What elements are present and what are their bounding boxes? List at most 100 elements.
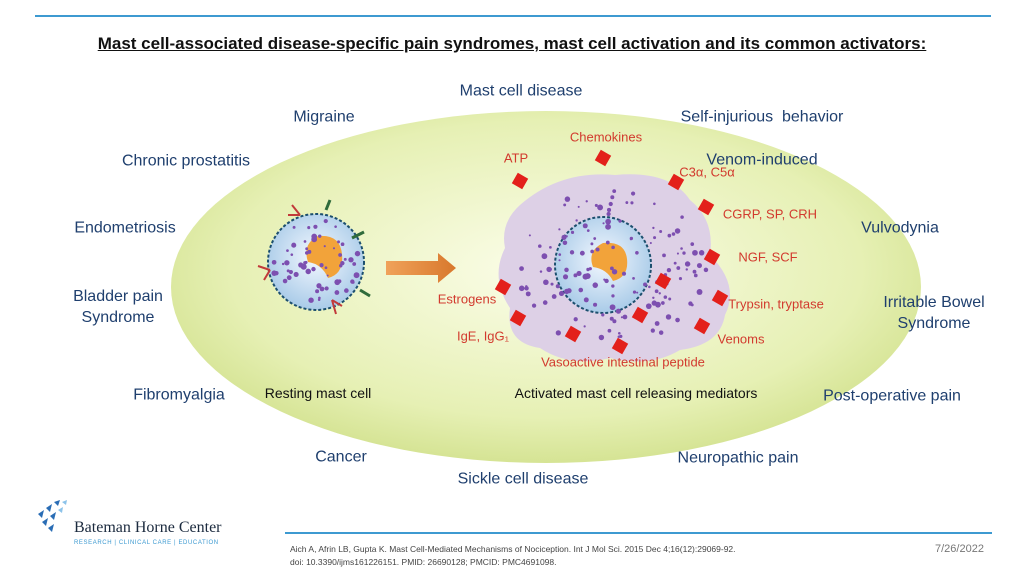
footer-rule bbox=[285, 532, 992, 534]
granule bbox=[604, 278, 609, 284]
resting-mast-cell bbox=[257, 199, 371, 315]
granule bbox=[353, 272, 360, 279]
syndrome-label: Sickle cell disease bbox=[457, 470, 589, 488]
granule bbox=[680, 215, 684, 219]
mediator-label: C3α, C5α bbox=[679, 164, 735, 180]
syndrome-label: Vulvodynia bbox=[861, 219, 939, 237]
granule bbox=[612, 189, 617, 193]
granule bbox=[290, 253, 294, 256]
granule bbox=[570, 230, 575, 234]
mediator-marker-icon bbox=[511, 172, 529, 190]
citation-line-2: doi: 10.3390/ijms161226151. PMID: 266901… bbox=[290, 557, 557, 567]
granule bbox=[611, 245, 615, 250]
granule bbox=[317, 298, 321, 302]
granule bbox=[649, 241, 652, 245]
granule bbox=[635, 250, 639, 255]
granule bbox=[586, 267, 590, 272]
granule bbox=[288, 269, 293, 275]
mediator-marker-icon bbox=[509, 309, 527, 327]
granule bbox=[318, 296, 321, 300]
granule bbox=[595, 247, 600, 252]
granule bbox=[344, 288, 349, 293]
syndrome-label: Migraine bbox=[293, 108, 355, 126]
granule bbox=[605, 240, 610, 245]
granule bbox=[592, 282, 599, 288]
granule bbox=[593, 237, 597, 240]
syndrome-label: Fibromyalgia bbox=[133, 386, 225, 404]
mediator-marker-icon bbox=[631, 306, 649, 324]
mediator-label: ATP bbox=[503, 150, 529, 166]
granule bbox=[281, 262, 285, 266]
granule bbox=[658, 330, 664, 335]
granule bbox=[696, 289, 703, 295]
granule bbox=[531, 303, 537, 308]
granule bbox=[319, 286, 325, 292]
granule bbox=[612, 319, 617, 324]
granule bbox=[538, 244, 542, 248]
granule bbox=[576, 270, 582, 277]
granule bbox=[685, 268, 688, 271]
granule bbox=[326, 274, 329, 277]
granule bbox=[650, 328, 655, 333]
granule bbox=[337, 240, 341, 244]
granule bbox=[549, 245, 552, 249]
mediator-marker-icon bbox=[594, 149, 612, 167]
granule bbox=[620, 316, 624, 319]
granule bbox=[659, 229, 663, 233]
granule bbox=[676, 266, 681, 270]
logo-tagline: RESEARCH | CLINICAL CARE | EDUCATION bbox=[74, 540, 219, 546]
granule bbox=[564, 196, 571, 202]
granule bbox=[519, 266, 524, 271]
granule bbox=[558, 228, 561, 231]
granule bbox=[692, 249, 698, 256]
granule bbox=[305, 247, 309, 251]
activated-mast-cell bbox=[498, 174, 730, 362]
granule bbox=[311, 266, 316, 272]
mediator-marker-icon bbox=[494, 278, 512, 296]
granule bbox=[651, 300, 657, 306]
granule bbox=[354, 250, 361, 257]
logo-name: Bateman Horne Center bbox=[74, 519, 222, 536]
granule bbox=[337, 279, 342, 284]
granule bbox=[690, 303, 694, 307]
granule bbox=[632, 290, 637, 294]
granule bbox=[286, 249, 289, 252]
granule bbox=[603, 278, 606, 281]
granule bbox=[607, 328, 612, 333]
granule bbox=[667, 233, 672, 238]
mediator-marker-icon bbox=[611, 337, 629, 355]
granule bbox=[585, 200, 588, 203]
granule bbox=[323, 245, 326, 248]
granule bbox=[298, 262, 304, 268]
granule bbox=[555, 330, 561, 336]
granule bbox=[579, 250, 585, 256]
granule bbox=[611, 294, 615, 298]
granule bbox=[671, 232, 676, 236]
mediator-marker-icon bbox=[697, 198, 715, 216]
granule bbox=[692, 269, 697, 274]
granule bbox=[583, 297, 589, 303]
granule bbox=[597, 204, 604, 211]
granule bbox=[558, 290, 565, 297]
granule bbox=[636, 291, 639, 294]
syndrome-label: Bladder pain Syndrome bbox=[73, 288, 163, 326]
mediator-marker-icon bbox=[667, 173, 685, 191]
granule bbox=[573, 317, 578, 322]
granule bbox=[590, 242, 594, 246]
granule bbox=[609, 316, 614, 321]
syndrome-label: Cancer bbox=[315, 448, 367, 466]
granule bbox=[673, 261, 677, 265]
granule bbox=[622, 314, 628, 320]
granule bbox=[313, 224, 318, 229]
granule bbox=[609, 304, 616, 311]
logo-mark-icon bbox=[38, 500, 67, 532]
syndrome-label: Venom-induced bbox=[706, 151, 818, 169]
mediator-marker-icon bbox=[693, 317, 711, 335]
resting-cell-caption: Resting mast cell bbox=[264, 385, 372, 401]
granule bbox=[271, 259, 277, 265]
syndrome-label: Self-injurious behavior bbox=[680, 108, 844, 126]
granule bbox=[696, 263, 702, 269]
granule bbox=[525, 285, 528, 288]
granule bbox=[617, 331, 621, 335]
granule bbox=[584, 273, 591, 280]
